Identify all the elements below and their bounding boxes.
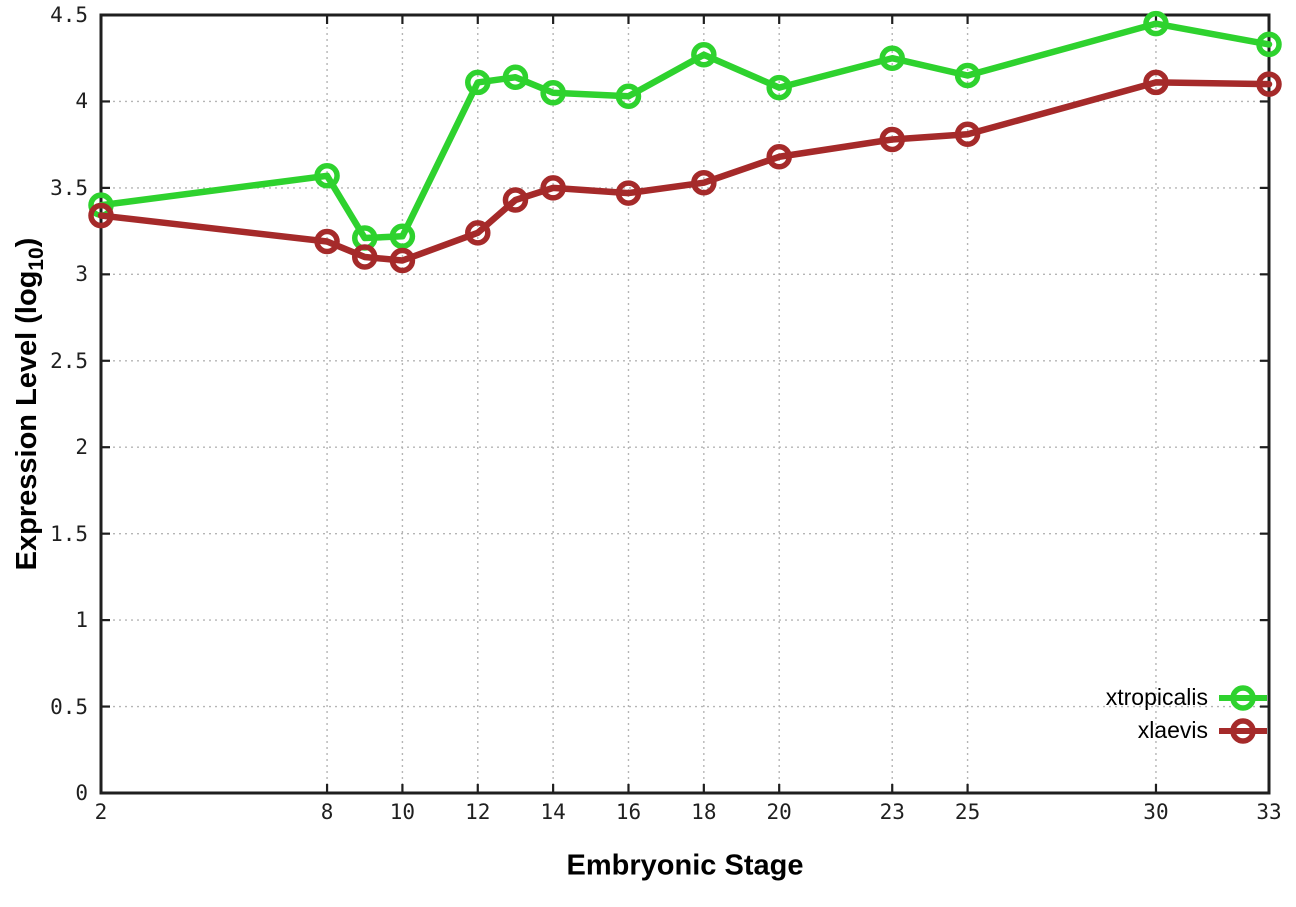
- data-point-xlaevis: [1256, 71, 1282, 97]
- data-point-xtropicalis: [465, 69, 491, 96]
- legend-entry-xlaevis: xlaevis: [1138, 714, 1268, 747]
- legend-label-xtropicalis: xtropicalis: [1105, 684, 1208, 710]
- y-tick-label: 1: [75, 608, 88, 633]
- y-tick-label: 4.5: [50, 3, 88, 27]
- y-tick-label: 3.5: [50, 175, 88, 200]
- y-tick-label: 0: [75, 781, 88, 805]
- x-tick-label: 2: [94, 800, 108, 824]
- data-point-xlaevis: [351, 244, 378, 270]
- data-point-xtropicalis: [766, 74, 792, 101]
- y-tick-label: 4: [75, 89, 88, 114]
- x-tick-label: 10: [389, 800, 416, 824]
- legend: xtropicalis xlaevis: [1106, 681, 1268, 747]
- legend-label-xlaevis: xlaevis: [1137, 717, 1208, 743]
- y-tick-label: 3: [75, 262, 88, 287]
- data-point-xtropicalis: [502, 64, 529, 90]
- data-point-xlaevis: [1143, 69, 1169, 96]
- data-point-xlaevis: [314, 228, 340, 255]
- y-tick-label: 2: [75, 435, 88, 460]
- y-tick-label: 0.5: [50, 694, 88, 719]
- data-point-xlaevis: [88, 202, 114, 229]
- x-tick-label: 8: [320, 800, 334, 824]
- data-point-xtropicalis: [314, 163, 340, 189]
- y-axis-title-close: ): [11, 237, 44, 248]
- data-point-xtropicalis: [540, 80, 566, 106]
- series-line-xtropicalis: [97, 20, 1273, 242]
- x-axis-title: Embryonic Stage: [566, 849, 804, 882]
- data-point-xtropicalis: [1143, 10, 1169, 37]
- series-line-xlaevis: [97, 79, 1273, 264]
- data-point-xlaevis: [389, 247, 416, 274]
- y-tick-label: 1.5: [50, 521, 88, 546]
- data-point-xtropicalis: [879, 45, 905, 71]
- x-tick-label: 20: [766, 800, 792, 824]
- data-point-xtropicalis: [615, 83, 642, 110]
- x-tick-label: 12: [465, 800, 491, 824]
- x-tick-label: 25: [954, 800, 981, 824]
- data-point-xtropicalis: [1256, 31, 1282, 58]
- data-point-xtropicalis: [389, 223, 416, 250]
- data-point-xlaevis: [540, 175, 566, 201]
- data-point-xlaevis: [502, 187, 529, 213]
- x-tick-label: 18: [691, 800, 717, 824]
- data-point-xlaevis: [879, 126, 905, 153]
- x-tick-label: 30: [1143, 800, 1169, 824]
- data-point-xtropicalis: [954, 62, 981, 89]
- data-point-xlaevis: [615, 180, 642, 206]
- data-point-xlaevis: [691, 169, 717, 196]
- data-point-xtropicalis: [691, 42, 717, 68]
- data-point-xlaevis: [954, 121, 981, 148]
- x-tick-label: 16: [615, 800, 642, 824]
- y-tick-label: 2.5: [50, 348, 88, 373]
- x-tick-label: 14: [540, 800, 566, 824]
- line-point-sample-icon: [1219, 717, 1267, 744]
- data-point-xlaevis: [465, 220, 491, 246]
- x-tick-label: 23: [879, 800, 905, 824]
- legend-entry-xtropicalis: xtropicalis: [1106, 681, 1268, 714]
- data-point-xlaevis: [766, 144, 792, 170]
- plot-border: [99, 13, 1271, 795]
- x-tick-label: 33: [1256, 800, 1282, 824]
- line-point-sample-icon: [1219, 684, 1267, 711]
